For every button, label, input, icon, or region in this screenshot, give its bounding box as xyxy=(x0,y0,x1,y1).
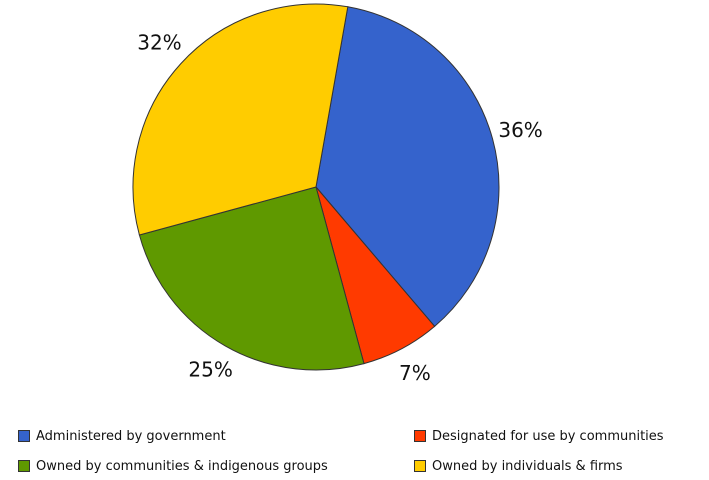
legend-label: Owned by communities & indigenous groups xyxy=(36,458,328,474)
pie-slices xyxy=(132,3,500,371)
pie-value-labels: 36% 7% 25% 32% xyxy=(137,31,543,385)
pie-value-label-owned-by-communities-and-indigenous-groups: 25% xyxy=(188,357,232,381)
pie-chart: 36% 7% 25% 32% xyxy=(132,3,543,385)
legend-item-owned-by-individuals-and-firms: Owned by individuals & firms xyxy=(414,456,623,476)
legend-swatch-owned-by-communities-and-indigenous-groups xyxy=(18,460,30,472)
legend-item-owned-by-communities-and-indigenous-groups: Owned by communities & indigenous groups xyxy=(18,456,328,476)
pie-slice-administered-by-government xyxy=(315,6,500,328)
legend-item-administered-by-government: Administered by government xyxy=(18,426,226,446)
legend-label: Administered by government xyxy=(36,428,226,444)
legend-item-designated-for-use-by-communities: Designated for use by communities xyxy=(414,426,664,446)
pie-value-label-administered-by-government: 36% xyxy=(498,118,542,142)
pie-slice-owned-by-communities-and-indigenous-groups xyxy=(138,186,365,371)
legend-swatch-administered-by-government xyxy=(18,430,30,442)
legend-label: Owned by individuals & firms xyxy=(432,458,623,474)
legend-swatch-owned-by-individuals-and-firms xyxy=(414,460,426,472)
legend-swatch-designated-for-use-by-communities xyxy=(414,430,426,442)
legend-label: Designated for use by communities xyxy=(432,428,664,444)
legend: Administered by government Designated fo… xyxy=(0,420,709,480)
pie-slice-owned-by-individuals-and-firms xyxy=(132,3,349,236)
pie-value-label-designated-for-use-by-communities: 7% xyxy=(399,361,431,385)
pie-value-label-owned-by-individuals-and-firms: 32% xyxy=(137,31,181,55)
